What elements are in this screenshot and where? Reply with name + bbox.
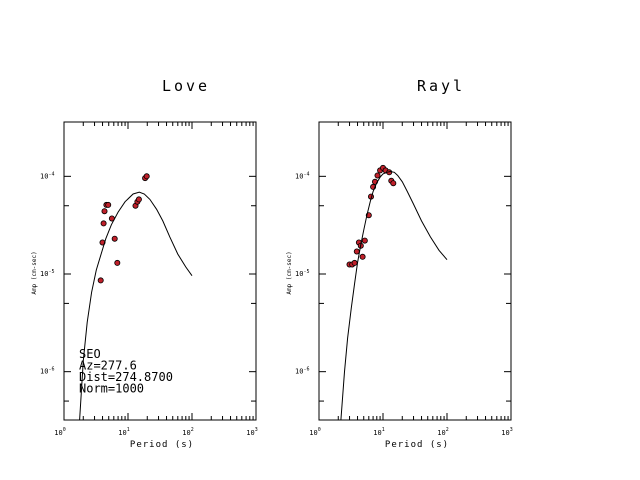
love-data-point bbox=[135, 196, 142, 203]
rayl-data-point bbox=[374, 172, 381, 179]
love-y-tick-mantissa: 10 bbox=[40, 368, 48, 376]
love-x-tick-exponent: 1 bbox=[127, 427, 130, 433]
rayl-x-tick-mantissa: 10 bbox=[501, 429, 509, 437]
love-annotation-0: SEO bbox=[79, 347, 101, 361]
love-y-tick-label: 10-6 bbox=[40, 367, 54, 376]
love-data-point bbox=[97, 277, 104, 284]
rayl-x-tick-label: 102 bbox=[437, 427, 448, 437]
love-data-point bbox=[101, 208, 108, 215]
love-x-tick-exponent: 2 bbox=[191, 427, 194, 433]
love-data-point bbox=[100, 220, 107, 227]
rayl-x-tick-mantissa: 10 bbox=[309, 429, 317, 437]
rayl-y-tick-exponent: -5 bbox=[303, 269, 309, 275]
rayl-x-tick-exponent: 2 bbox=[446, 427, 449, 433]
love-x-tick-exponent: 3 bbox=[255, 427, 258, 433]
love-annotation-1: Az=277.6 bbox=[79, 359, 137, 373]
rayl-model-curve bbox=[340, 170, 448, 421]
love-x-tick-exponent: 0 bbox=[63, 427, 66, 433]
rayl-data-point bbox=[353, 248, 360, 255]
rayl-data-point bbox=[351, 259, 358, 266]
love-annotation-2: Dist=274.8700 bbox=[79, 370, 173, 384]
love-plot-frame bbox=[63, 121, 257, 421]
rayl-y-tick-exponent: -6 bbox=[303, 367, 309, 373]
rayl-plot-frame bbox=[318, 121, 512, 421]
rayl-x-tick-exponent: 1 bbox=[382, 427, 385, 433]
love-y-tick-exponent: -5 bbox=[48, 269, 54, 275]
love-y-tick-label: 10-5 bbox=[40, 269, 54, 278]
rayl-y-axis-label: Amp (cm-sec) bbox=[286, 251, 293, 294]
rayl-data-point bbox=[390, 180, 397, 187]
love-model-curve bbox=[79, 191, 193, 421]
rayl-y-tick-label: 10-4 bbox=[295, 171, 309, 180]
rayl-x-axis-label: Period (s) bbox=[385, 440, 449, 450]
rayl-x-tick-mantissa: 10 bbox=[373, 429, 381, 437]
rayl-data-point bbox=[361, 237, 368, 244]
love-annotation-3: Norm=1000 bbox=[79, 382, 144, 396]
rayl-x-tick-mantissa: 10 bbox=[437, 429, 445, 437]
love-x-tick-label: 100 bbox=[54, 427, 65, 437]
love-y-tick-label: 10-4 bbox=[40, 171, 54, 180]
rayl-y-tick-label: 10-5 bbox=[295, 269, 309, 278]
rayl-y-tick-label: 10-6 bbox=[295, 367, 309, 376]
love-x-tick-label: 101 bbox=[118, 427, 129, 437]
love-y-tick-mantissa: 10 bbox=[40, 172, 48, 180]
love-x-tick-mantissa: 10 bbox=[182, 429, 190, 437]
love-y-tick-mantissa: 10 bbox=[40, 270, 48, 278]
love-x-tick-mantissa: 10 bbox=[54, 429, 62, 437]
rayl-x-tick-exponent: 3 bbox=[510, 427, 513, 433]
rayl-title: Rayl bbox=[417, 77, 465, 95]
love-y-tick-exponent: -6 bbox=[48, 367, 54, 373]
love-x-tick-mantissa: 10 bbox=[118, 429, 126, 437]
rayl-data-point bbox=[359, 253, 366, 260]
love-data-point bbox=[143, 173, 150, 180]
love-x-tick-mantissa: 10 bbox=[246, 429, 254, 437]
love-data-point bbox=[111, 235, 118, 242]
love-x-tick-label: 102 bbox=[182, 427, 193, 437]
love-y-tick-exponent: -4 bbox=[48, 171, 54, 177]
love-data-point bbox=[105, 201, 112, 208]
rayl-y-tick-mantissa: 10 bbox=[295, 270, 303, 278]
rayl-y-tick-mantissa: 10 bbox=[295, 368, 303, 376]
rayl-x-tick-label: 100 bbox=[309, 427, 320, 437]
rayl-x-tick-label: 101 bbox=[373, 427, 384, 437]
love-y-axis-label: Amp (cm-sec) bbox=[31, 251, 38, 294]
love-data-point bbox=[114, 259, 121, 266]
rayl-x-tick-label: 103 bbox=[501, 427, 512, 437]
rayl-x-tick-exponent: 0 bbox=[318, 427, 321, 433]
love-title: Love bbox=[162, 77, 210, 95]
rayl-y-tick-exponent: -4 bbox=[303, 171, 309, 177]
love-x-axis-label: Period (s) bbox=[130, 440, 194, 450]
love-x-tick-label: 103 bbox=[246, 427, 257, 437]
rayl-y-tick-mantissa: 10 bbox=[295, 172, 303, 180]
